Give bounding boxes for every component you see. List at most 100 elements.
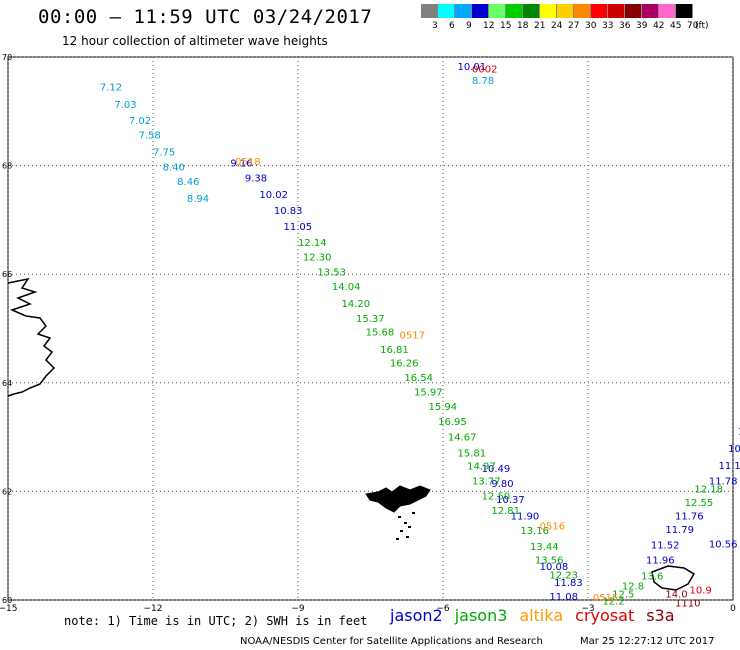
wave-height-label: 15.81	[458, 449, 487, 460]
wave-height-label: 13.6	[641, 571, 663, 582]
wave-height-label: 7.03	[114, 100, 136, 111]
generation-timestamp: Mar 25 12:27:12 UTC 2017	[580, 636, 715, 647]
wave-height-label: 16.54	[404, 373, 433, 384]
color-legend: 3 6 9 12 15 18 21 24 27 30 33 36 39 42 45 70 (ft)	[421, 4, 709, 31]
legend-swatch	[659, 4, 676, 18]
wave-height-label: 16.26	[390, 359, 419, 370]
wave-height-label: 13.53	[317, 267, 346, 278]
wave-height-label: 12.50	[482, 492, 511, 503]
legend-label: 39	[636, 21, 648, 31]
page-title: 00:00 – 11:59 UTC 03/24/2017	[38, 6, 373, 28]
wave-height-label: 15.94	[429, 402, 458, 413]
wave-height-label: 14.04	[332, 282, 361, 293]
satellite-label: s3a	[646, 606, 675, 625]
wave-height-label: 0518	[235, 157, 260, 168]
legend-swatch	[438, 4, 455, 18]
wave-height-label: 0517	[400, 330, 425, 341]
page-subtitle: 12 hour collection of altimeter wave hei…	[62, 34, 328, 48]
wave-height-label: 15.68	[366, 328, 395, 339]
wave-height-label: 11	[738, 427, 740, 438]
wave-height-label: 11.78	[709, 476, 738, 487]
wave-height-label: 15.37	[356, 314, 385, 325]
wave-height-label: 14.0	[665, 589, 687, 600]
legend-swatch	[591, 4, 608, 18]
wave-height-label: 10.49	[482, 464, 511, 475]
wave-height-label: 12.18	[694, 484, 723, 495]
wave-height-label: 10.37	[496, 495, 525, 506]
wave-height-label: 15.97	[414, 387, 443, 398]
wave-height-label: 11.90	[511, 512, 540, 523]
lon-tick-label: 0	[730, 604, 736, 614]
wave-height-label: 13.16	[520, 526, 549, 537]
wave-height-label: 12.30	[303, 253, 332, 264]
wave-height-label: 10.56	[709, 539, 738, 550]
wave-height-label: 12.81	[491, 506, 520, 517]
wave-height-label: 7.75	[153, 147, 175, 158]
lat-tick-label: 64	[2, 379, 12, 388]
faroe-islands-coastline	[365, 485, 431, 513]
lon-tick-label: −12	[144, 604, 163, 614]
faroe-islet	[398, 516, 401, 518]
wave-height-label: 11.76	[675, 512, 704, 523]
wave-height-label: 9.80	[491, 479, 513, 490]
legend-label: 36	[619, 21, 631, 31]
legend-swatch	[557, 4, 574, 18]
wave-height-label: 13.44	[530, 542, 559, 553]
lat-tick-label: 66	[2, 270, 12, 279]
map-frame	[7, 56, 734, 601]
lat-tick-label: 62	[2, 487, 12, 496]
wave-height-label: 11.08	[549, 592, 578, 603]
legend-label: 3	[432, 21, 438, 31]
wave-height-label: 10.9	[690, 585, 712, 596]
satellite-label: altika	[519, 606, 564, 625]
wave-height-label: 13.56	[535, 556, 564, 567]
wave-height-label: 11.05	[284, 222, 313, 233]
wave-height-label: 12.23	[549, 570, 578, 581]
legend-label: 15	[500, 21, 512, 31]
shetland-coastline	[651, 565, 696, 591]
wave-height-label: 0516	[540, 521, 565, 532]
wave-height-label: 8.78	[472, 76, 494, 87]
wave-height-label: 12.8	[622, 582, 644, 593]
legend-swatch	[455, 4, 472, 18]
legend-label: 45	[670, 21, 682, 31]
legend-swatch	[506, 4, 523, 18]
legend-label: 24	[551, 21, 563, 31]
legend-labels: 3 6 9 12 15 18 21 24 27 30 33 36 39 42 45 70 (ft)	[421, 18, 709, 31]
lon-tick-label: −15	[0, 604, 18, 614]
wave-height-label: 9.16	[230, 159, 252, 170]
lon-tick-label: −9	[291, 604, 305, 614]
legend-swatch	[625, 4, 642, 18]
greenland-coastline	[7, 277, 56, 397]
wave-height-label: 7.02	[129, 116, 151, 127]
satellite-legend: jason2 jason3 altika cryosat s3a	[390, 606, 687, 625]
wave-height-label: 10.83	[274, 206, 303, 217]
legend-swatch	[676, 4, 693, 18]
satellite-label: jason3	[454, 606, 508, 625]
lat-tick-label: 60	[2, 596, 12, 605]
wave-height-label: 7.12	[100, 83, 122, 94]
legend-swatch	[472, 4, 489, 18]
legend-swatch	[642, 4, 659, 18]
legend-label: 21	[534, 21, 546, 31]
wave-height-label: 14.97	[467, 462, 496, 473]
legend-swatch	[574, 4, 591, 18]
legend-swatch	[421, 4, 438, 18]
wave-height-label: 11.96	[646, 556, 675, 567]
legend-swatch	[489, 4, 506, 18]
wave-height-label: 11.83	[554, 578, 583, 589]
legend-unit: (ft)	[695, 21, 709, 31]
credit-line: NOAA/NESDIS Center for Satellite Applica…	[240, 636, 543, 647]
lon-tick-label: −6	[436, 604, 450, 614]
legend-label: 33	[602, 21, 614, 31]
wave-height-label: 10.01	[458, 62, 487, 73]
wave-height-label: 16.95	[438, 417, 467, 428]
faroe-islet	[412, 512, 415, 514]
footnote: note: 1) Time is in UTC; 2) SWH is in fe…	[64, 614, 368, 628]
wave-height-label: 1110	[675, 599, 700, 610]
header: 00:00 – 11:59 UTC 03/24/2017 12 hour col…	[0, 0, 740, 50]
faroe-islet	[408, 526, 411, 528]
wave-height-label: 0515	[593, 593, 618, 604]
legend-label: 42	[653, 21, 665, 31]
wave-height-label: 11.79	[665, 525, 694, 536]
